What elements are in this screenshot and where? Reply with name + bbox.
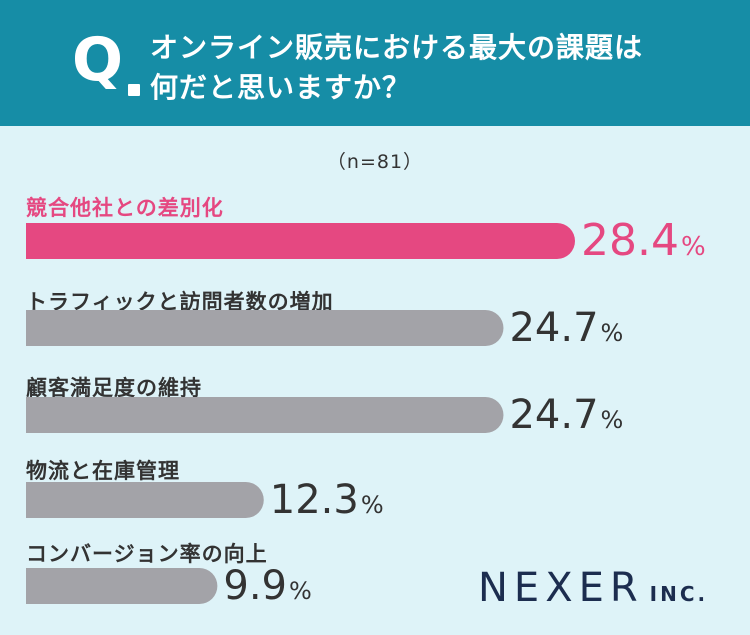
bar-2 — [26, 310, 504, 346]
question-header: Q オンライン販売における最大の課題は 何だと思いますか？ — [0, 0, 750, 126]
percent-unit: % — [600, 319, 624, 347]
value-label: 24.7% — [509, 308, 623, 353]
percent-unit: % — [289, 577, 312, 605]
category-label: 顧客満足度の維持 — [26, 376, 202, 400]
question-line-1: オンライン販売における最大の課題は — [150, 31, 644, 64]
category-label: 競合他社との差別化 — [26, 196, 224, 220]
value-label: 28.4% — [581, 219, 706, 267]
bar-5-left-edge — [26, 568, 46, 604]
value-label: 9.9% — [223, 566, 311, 611]
question-text: オンライン販売における最大の課題は 何だと思いますか？ — [150, 28, 730, 108]
q-dot-icon — [128, 84, 140, 96]
nexer-logo: NEXER INC. — [478, 565, 708, 611]
value-number: 24.7 — [509, 392, 599, 438]
bar-4-left-edge — [26, 482, 46, 518]
bar-1-left-edge — [26, 223, 46, 259]
bar-5 — [26, 568, 218, 604]
percent-unit: % — [680, 232, 706, 262]
q-mark: Q — [72, 25, 124, 95]
logo-suffix: INC. — [649, 582, 709, 606]
bar-3-left-edge — [26, 397, 46, 433]
logo-name: NEXER — [478, 565, 644, 611]
percent-unit: % — [600, 406, 624, 434]
value-number: 12.3 — [269, 477, 359, 523]
value-label: 24.7% — [509, 395, 623, 440]
bar-1 — [26, 223, 575, 259]
question-line-2: 何だと思いますか？ — [150, 71, 412, 104]
category-label: 物流と在庫管理 — [26, 459, 180, 483]
value-number: 24.7 — [509, 305, 599, 351]
bar-2-left-edge — [26, 310, 46, 346]
category-label: コンバージョン率の向上 — [26, 542, 268, 566]
sample-size: （n=81） — [326, 151, 424, 173]
value-number: 9.9 — [223, 563, 287, 609]
value-label: 12.3% — [270, 480, 384, 525]
bar-3 — [26, 397, 504, 433]
bar-4 — [26, 482, 264, 518]
percent-unit: % — [360, 491, 384, 519]
value-number: 28.4 — [581, 215, 679, 266]
